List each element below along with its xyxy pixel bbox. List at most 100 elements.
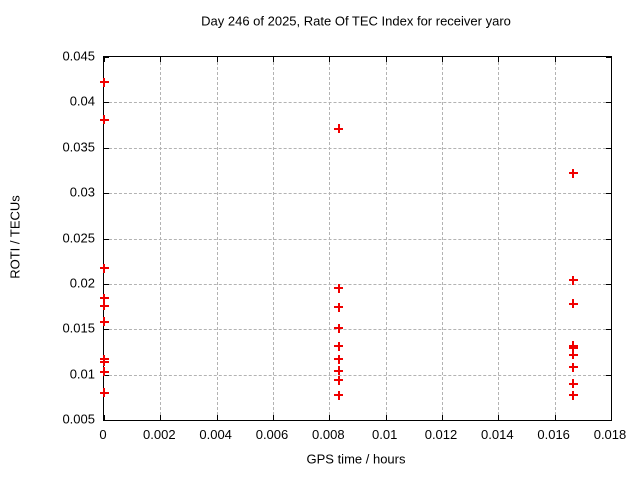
y-tick <box>104 193 109 195</box>
y-tick-label: 0.005 <box>62 411 95 427</box>
y-tick <box>606 102 611 104</box>
data-point-marker <box>99 115 109 125</box>
y-tick <box>606 57 611 58</box>
v-gridline <box>385 57 387 420</box>
data-point-marker <box>334 341 344 351</box>
y-tick <box>606 283 611 285</box>
y-tick <box>104 283 109 285</box>
x-tick <box>329 57 331 62</box>
y-tick-label: 0.035 <box>62 139 95 155</box>
data-point-marker <box>334 283 344 293</box>
x-tick-label: 0.01 <box>372 427 398 442</box>
x-tick <box>498 415 500 420</box>
data-point-marker <box>568 362 578 372</box>
x-tick <box>216 57 218 62</box>
data-point-marker <box>334 390 344 400</box>
plot-area <box>99 56 612 421</box>
h-gridline <box>104 147 611 149</box>
x-tick <box>442 415 443 420</box>
y-tick-label: 0.025 <box>62 230 95 245</box>
data-point-marker <box>334 354 344 364</box>
x-tick <box>611 415 612 420</box>
data-point-marker <box>334 375 344 385</box>
y-tick-label: 0.015 <box>62 320 95 336</box>
y-tick-label: 0.02 <box>69 275 95 291</box>
x-tick-label: 0.002 <box>143 427 176 442</box>
y-tick <box>104 238 109 240</box>
x-tick-label: 0.018 <box>593 427 627 442</box>
data-point-marker <box>99 367 109 377</box>
y-tick <box>606 238 611 240</box>
x-tick <box>385 415 387 420</box>
x-tick <box>104 415 105 420</box>
h-gridline <box>104 102 611 104</box>
v-gridline <box>554 57 556 420</box>
h-gridline <box>104 283 611 285</box>
data-point-marker <box>568 390 578 400</box>
x-tick <box>385 57 387 62</box>
y-tick <box>104 57 109 58</box>
x-tick-label: 0.012 <box>424 427 458 442</box>
y-tick-label: 0.01 <box>69 366 95 382</box>
x-tick <box>329 415 331 420</box>
y-tick <box>104 374 109 376</box>
data-point-marker <box>334 366 344 376</box>
x-tick-label: 0.014 <box>481 427 514 442</box>
x-axis-label: GPS time / hours <box>306 451 406 467</box>
y-tick <box>104 147 109 149</box>
chart-title: Day 246 of 2025, Rate Of TEC Index for r… <box>201 13 511 29</box>
y-tick <box>606 329 611 331</box>
data-point-marker <box>334 323 344 333</box>
y-tick-label: 0.045 <box>62 48 95 64</box>
h-gridline <box>104 193 611 195</box>
data-point-marker <box>99 301 109 311</box>
x-tick-label: 0 <box>99 427 107 442</box>
x-tick-label: 0.004 <box>199 427 232 442</box>
data-point-marker <box>568 343 578 353</box>
h-gridline <box>104 238 611 240</box>
v-gridline <box>329 57 331 420</box>
data-point-marker <box>99 388 109 398</box>
x-tick <box>104 57 105 62</box>
data-point-marker <box>568 350 578 360</box>
data-point-marker <box>99 317 109 327</box>
y-tick <box>606 147 611 149</box>
data-point-marker <box>99 77 109 87</box>
x-tick <box>160 415 162 420</box>
data-point-marker <box>334 124 344 134</box>
data-point-marker <box>568 379 578 389</box>
v-gridline <box>160 57 162 420</box>
y-tick <box>104 329 109 331</box>
x-tick <box>611 57 612 62</box>
y-tick <box>606 193 611 195</box>
y-tick-label: 0.04 <box>69 93 95 109</box>
v-gridline <box>442 57 443 420</box>
x-tick-label: 0.016 <box>537 427 570 442</box>
x-tick <box>498 57 500 62</box>
data-point-marker <box>99 263 109 273</box>
data-point-marker <box>99 357 109 367</box>
data-point-marker <box>568 299 578 309</box>
y-tick <box>104 102 109 104</box>
x-tick <box>216 415 218 420</box>
x-tick <box>554 57 556 62</box>
h-gridline <box>104 374 611 376</box>
y-tick <box>606 420 611 421</box>
y-tick <box>104 420 109 421</box>
x-tick <box>554 415 556 420</box>
data-point-marker <box>99 293 109 303</box>
data-point-marker <box>334 302 344 312</box>
h-gridline <box>104 329 611 331</box>
v-gridline <box>273 57 274 420</box>
y-axis-label: ROTI / TECUs <box>7 195 23 279</box>
x-tick <box>273 415 274 420</box>
y-tick <box>606 374 611 376</box>
x-tick <box>273 57 274 62</box>
x-tick-label: 0.008 <box>312 427 345 442</box>
data-point-marker <box>568 275 578 285</box>
x-tick <box>442 57 443 62</box>
v-gridline <box>216 57 218 420</box>
data-point-marker <box>568 168 578 178</box>
x-tick <box>160 57 162 62</box>
